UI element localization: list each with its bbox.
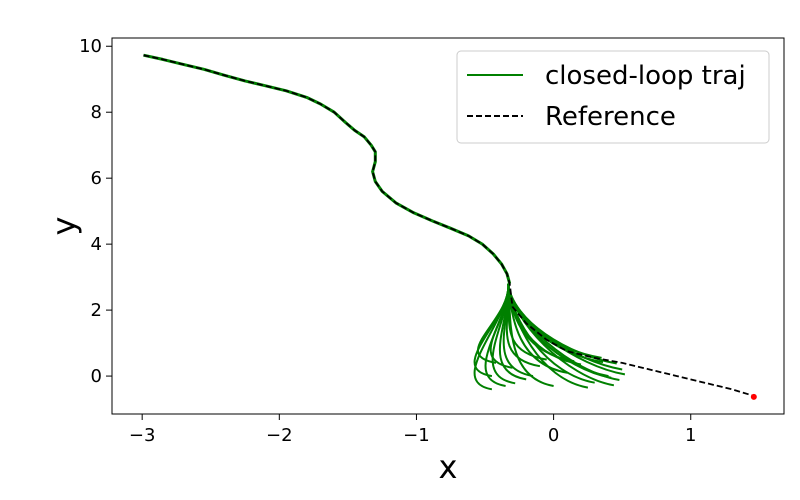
y-tick-label: 2 [91, 300, 102, 321]
y-tick-label: 6 [91, 168, 102, 189]
legend-label-closed-loop-traj: closed-loop traj [545, 61, 746, 91]
y-axis-label: y [45, 217, 83, 236]
x-tick-label: −1 [403, 425, 430, 446]
y-tick-label: 0 [91, 366, 102, 387]
closed-loop-traj-line [143, 53, 512, 285]
closed-loop-traj-branch [507, 283, 602, 359]
y-tick-label: 8 [91, 102, 102, 123]
x-tick-label: 1 [685, 425, 696, 446]
plot-layer [143, 53, 757, 400]
x-axis-label: x [439, 448, 458, 486]
reference-line [143, 54, 755, 397]
plot-frame [111, 37, 785, 415]
x-tick-label: −3 [129, 425, 156, 446]
closed-loop-traj-branch [502, 283, 534, 378]
legend: closed-loop traj Reference [456, 50, 770, 144]
target-point [750, 393, 757, 400]
legend-box [456, 50, 770, 144]
y-tick-label: 4 [91, 234, 102, 255]
legend-label-reference: Reference [545, 102, 676, 132]
y-tick-label: 10 [79, 36, 102, 57]
x-tick-label: 0 [548, 425, 559, 446]
x-tick-label: −2 [266, 425, 293, 446]
closed-loop-traj-branch [507, 283, 612, 379]
closed-loop-traj-branch [473, 283, 510, 391]
